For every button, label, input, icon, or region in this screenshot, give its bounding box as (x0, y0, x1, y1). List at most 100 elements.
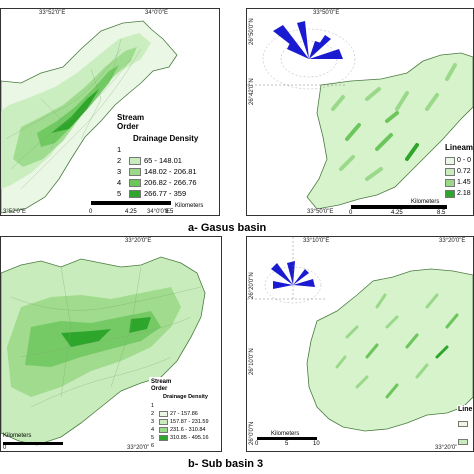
swatch-c3 (129, 167, 141, 176)
caption-a: a- Gasus basin (188, 222, 267, 234)
scale-bar (351, 205, 447, 209)
subbasin-outline (306, 268, 473, 432)
rose-petal-5 (287, 41, 309, 59)
rose-petal-2 (297, 21, 309, 59)
rose-petal-5 (273, 281, 293, 289)
swatch-c3 (159, 427, 168, 433)
coord-top-1: 33°10'0"E (303, 238, 330, 244)
map-panel-gasus-lineament: 33°50'0"E 33°50'0"E 26°50'0"N 26°42'0"N … (246, 8, 474, 216)
coord-bottom-1: 33°20'0"E (127, 445, 154, 451)
legend-title-order: Order (117, 122, 139, 131)
range-label: 310.85 - 495.16 (170, 435, 209, 441)
coord-left-1: 26°20'0"N (249, 272, 255, 299)
legend-row-6: 6 (151, 442, 209, 450)
scale-tick-0: 0 (349, 210, 353, 216)
range-label: 206.82 - 266.76 (144, 178, 197, 187)
coord-left-2: 26°10'0"N (249, 348, 255, 375)
scale-unit: Kilometers (411, 199, 440, 205)
subbasin-drainage-map (1, 256, 206, 446)
order-label: 6 (151, 443, 155, 449)
order-label: 2 (117, 156, 122, 165)
range-label: 266.77 - 359 (144, 189, 187, 198)
rose-petal-4 (293, 269, 309, 285)
coord-top-2: 34°0'0"E (145, 10, 169, 16)
legend-row-3: 1.45 (445, 177, 471, 188)
lineament-class: 0.72 (457, 168, 471, 175)
scale-tick-0: 0 (3, 445, 7, 451)
legend-swatches (458, 416, 473, 451)
coord-left-2: 26°42'0"N (249, 78, 255, 105)
order-label: 3 (151, 419, 155, 425)
coord-top-1: 33°52'0"E (39, 10, 66, 16)
rose-petal-3 (293, 279, 315, 287)
legend-title-stream: Stream (117, 113, 145, 122)
order-label: 2 (151, 411, 155, 417)
density-zone-max (61, 329, 111, 347)
swatch-c1 (159, 411, 168, 417)
scale-tick-1: 4.25 (391, 210, 403, 216)
scale-unit: Kilometers (175, 203, 204, 209)
scale-bar (91, 201, 171, 205)
lineament-features (335, 293, 459, 399)
gasus-lineament-map (247, 21, 473, 210)
scale-tick-2: 8.5 (437, 210, 446, 216)
range-label: 27 - 157.86 (170, 411, 198, 417)
legend-row-2: 2 65 - 148.01 (117, 155, 197, 166)
swatch-c4 (129, 178, 141, 187)
stream-network (5, 38, 142, 190)
coord-bottom-2: 34°0'0"E (147, 209, 171, 215)
legend-row-4: 4 231.6 - 310.84 (151, 426, 209, 434)
legend-title-stream: Stream (151, 379, 172, 385)
legend-rows: 1 2 65 - 148.01 3 148.02 - 206.81 4 206.82 … (117, 144, 197, 199)
coord-bottom-1: 33°50'0"E (307, 209, 334, 215)
order-label: 1 (117, 145, 122, 154)
order-label: 4 (151, 427, 155, 433)
legend-lineament: Lineam 0 - 0 0.72 1.45 2.18 (443, 141, 474, 199)
range-label: 231.6 - 310.84 (170, 427, 206, 433)
order-label: 1 (151, 403, 155, 409)
gasus-drainage-map (1, 20, 178, 214)
swatch-c1 (458, 421, 468, 427)
scale-tick-0: 0 (255, 441, 259, 447)
scale-unit: Kilometers (3, 433, 32, 439)
coord-bottom-1: 33°20'0"E (435, 445, 462, 451)
legend-rows: 0 - 0 0.72 1.45 2.18 (445, 155, 471, 199)
scale-bar (257, 437, 317, 440)
swatch-c2 (458, 439, 468, 445)
legend-row-4: 2.18 (445, 188, 471, 199)
scale-tick-0: 0 (89, 209, 93, 215)
range-label: 65 - 148.01 (144, 156, 182, 165)
legend-rows: 1 2 27 - 157.86 3 157.87 - 231.59 4 231.6 -… (151, 402, 209, 450)
coord-top-2: 33°20'0"E (439, 238, 466, 244)
range-label: 157.87 - 231.59 (170, 419, 209, 425)
caption-b: b- Sub basin 3 (188, 458, 264, 470)
order-label: 5 (117, 189, 122, 198)
rose-petal-6 (309, 41, 321, 59)
rose-petal-1 (271, 263, 293, 285)
range-label: 148.02 - 206.81 (144, 167, 197, 176)
swatch-c1 (445, 156, 455, 165)
swatch-c5 (129, 189, 141, 198)
legend-title-lineament: Lineam (445, 143, 474, 152)
coord-top-1: 33°50'0"E (313, 10, 340, 16)
scale-tick-2: 10 (313, 441, 320, 447)
density-zone-max-2 (129, 317, 151, 333)
map-panel-subbasin-drainage: 33°20'0"E 33°20'0"E Stream Order Drainag… (0, 236, 222, 452)
legend-row-2: 2 27 - 157.86 (151, 410, 209, 418)
legend-title-density: Drainage Density (133, 134, 199, 143)
map-panel-subbasin-lineament: 33°10'0"E 33°20'0"E 33°20'0"E 26°20'0"N … (246, 236, 474, 452)
swatch-c2 (129, 156, 141, 165)
lineament-class: 0 - 0 (457, 157, 472, 164)
legend-drainage-density: Stream Order Drainage Density 1 2 65 - 14… (115, 111, 219, 201)
order-label: 3 (117, 167, 122, 176)
rose-petal-3 (309, 49, 343, 59)
density-zone-very-high (37, 65, 119, 147)
lineament-features (331, 63, 457, 181)
legend-title-density: Drainage Density (163, 394, 208, 400)
swatch-c5 (445, 189, 455, 198)
lineament-class: 2.18 (457, 190, 471, 197)
legend-row-1: 1 (117, 144, 197, 155)
scale-unit: Kilometers (271, 431, 300, 437)
order-label: 5 (151, 435, 155, 441)
density-zone-max (51, 89, 99, 133)
